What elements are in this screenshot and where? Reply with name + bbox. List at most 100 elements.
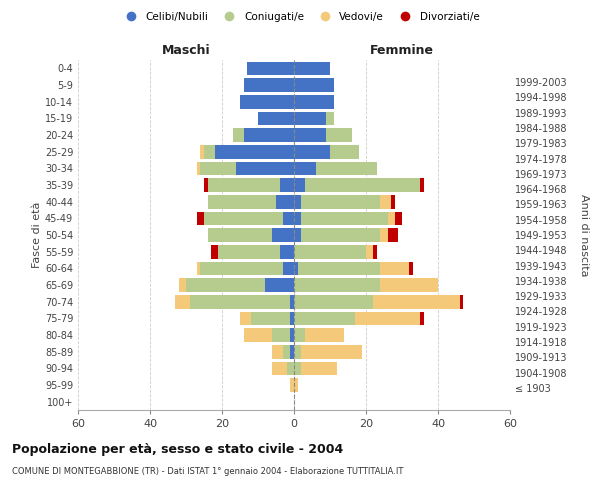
Bar: [200, 145, 204, 158]
Bar: [265, 278, 294, 292]
Bar: [244, 78, 294, 92]
Bar: [190, 295, 290, 308]
Bar: [294, 128, 326, 142]
Bar: [294, 295, 373, 308]
Bar: [244, 128, 294, 142]
Bar: [251, 312, 290, 325]
Bar: [301, 345, 362, 358]
Bar: [294, 228, 301, 242]
Bar: [272, 345, 283, 358]
Bar: [294, 378, 298, 392]
Bar: [283, 212, 294, 225]
Text: Femmine: Femmine: [370, 44, 434, 57]
Bar: [391, 195, 395, 208]
Bar: [294, 62, 330, 75]
Bar: [294, 162, 316, 175]
Bar: [294, 78, 334, 92]
Bar: [197, 212, 204, 225]
Bar: [294, 95, 334, 108]
Bar: [301, 212, 388, 225]
Bar: [287, 362, 294, 375]
Bar: [366, 245, 373, 258]
Bar: [272, 228, 294, 242]
Bar: [305, 178, 420, 192]
Bar: [380, 228, 388, 242]
Bar: [211, 245, 218, 258]
Bar: [272, 362, 287, 375]
Bar: [204, 178, 208, 192]
Bar: [380, 278, 438, 292]
Bar: [179, 278, 186, 292]
Bar: [272, 328, 290, 342]
Bar: [208, 195, 276, 208]
Bar: [294, 212, 301, 225]
Bar: [326, 112, 334, 125]
Bar: [204, 212, 283, 225]
Bar: [280, 245, 294, 258]
Bar: [420, 178, 424, 192]
Bar: [283, 345, 290, 358]
Bar: [208, 178, 280, 192]
Bar: [294, 245, 366, 258]
Bar: [208, 228, 272, 242]
Bar: [388, 212, 395, 225]
Bar: [298, 262, 380, 275]
Bar: [326, 128, 352, 142]
Bar: [294, 112, 326, 125]
Bar: [294, 345, 301, 358]
Legend: Celibi/Nubili, Coniugati/e, Vedovi/e, Divorziati/e: Celibi/Nubili, Coniugati/e, Vedovi/e, Di…: [116, 8, 484, 26]
Bar: [395, 212, 402, 225]
Bar: [218, 245, 280, 258]
Bar: [290, 378, 294, 392]
Bar: [290, 312, 294, 325]
Bar: [330, 145, 359, 158]
Bar: [200, 262, 283, 275]
Bar: [204, 145, 215, 158]
Bar: [305, 328, 344, 342]
Bar: [294, 145, 330, 158]
Bar: [290, 345, 294, 358]
Bar: [186, 278, 265, 292]
Bar: [215, 145, 294, 158]
Bar: [240, 95, 294, 108]
Bar: [380, 195, 391, 208]
Bar: [301, 195, 380, 208]
Bar: [294, 278, 380, 292]
Bar: [380, 262, 409, 275]
Bar: [373, 295, 460, 308]
Bar: [420, 312, 424, 325]
Bar: [233, 128, 244, 142]
Bar: [388, 228, 398, 242]
Text: COMUNE DI MONTEGABBIONE (TR) - Dati ISTAT 1° gennaio 2004 - Elaborazione TUTTITA: COMUNE DI MONTEGABBIONE (TR) - Dati ISTA…: [12, 468, 403, 476]
Bar: [247, 62, 294, 75]
Y-axis label: Anni di nascita: Anni di nascita: [579, 194, 589, 276]
Bar: [294, 178, 305, 192]
Bar: [301, 228, 380, 242]
Bar: [294, 328, 305, 342]
Bar: [294, 362, 301, 375]
Bar: [197, 262, 200, 275]
Y-axis label: Fasce di età: Fasce di età: [32, 202, 42, 268]
Bar: [280, 178, 294, 192]
Bar: [409, 262, 413, 275]
Bar: [373, 245, 377, 258]
Bar: [294, 262, 298, 275]
Bar: [236, 162, 294, 175]
Bar: [175, 295, 190, 308]
Text: Popolazione per età, sesso e stato civile - 2004: Popolazione per età, sesso e stato civil…: [12, 442, 343, 456]
Bar: [316, 162, 377, 175]
Bar: [283, 262, 294, 275]
Bar: [197, 162, 200, 175]
Bar: [258, 112, 294, 125]
Bar: [301, 362, 337, 375]
Bar: [244, 328, 272, 342]
Bar: [200, 162, 236, 175]
Bar: [290, 328, 294, 342]
Bar: [290, 295, 294, 308]
Bar: [355, 312, 420, 325]
Bar: [294, 195, 301, 208]
Bar: [240, 312, 251, 325]
Bar: [276, 195, 294, 208]
Bar: [294, 312, 355, 325]
Text: Maschi: Maschi: [161, 44, 211, 57]
